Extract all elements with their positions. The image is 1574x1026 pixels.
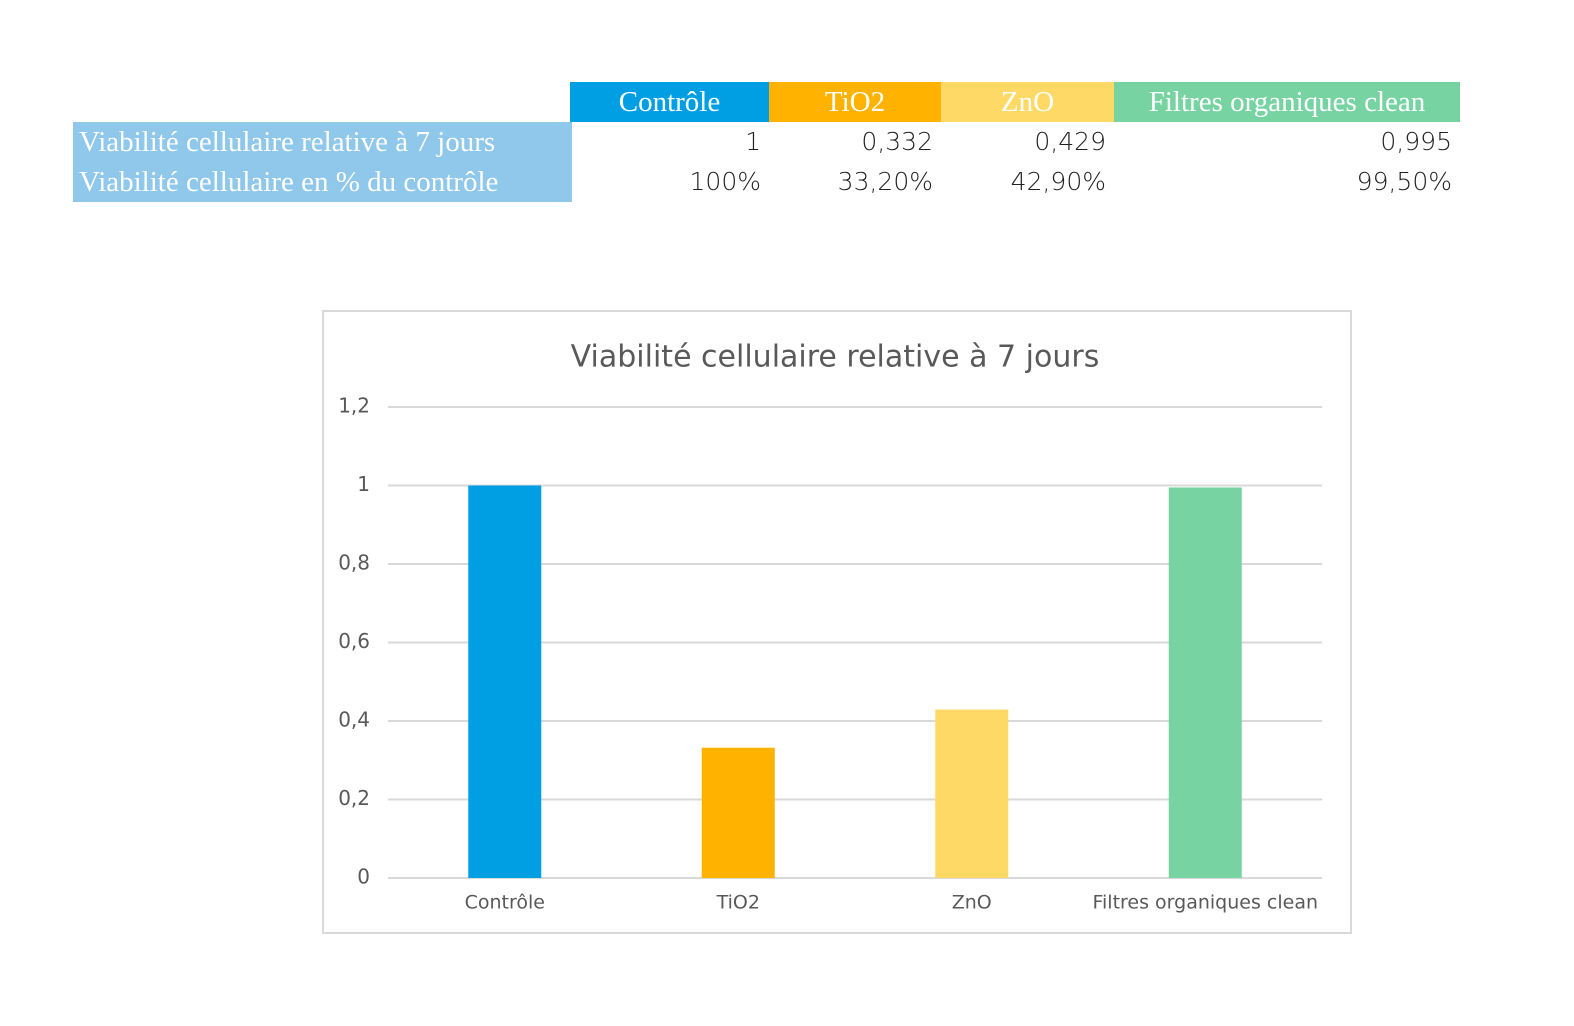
row-header: Viabilité cellulaire relative à 7 jours <box>73 122 572 162</box>
table-cell: 99,50% <box>1356 167 1452 196</box>
table-cell: 1 <box>745 127 761 156</box>
table-cell: 100% <box>689 167 761 196</box>
x-tick-label: ZnO <box>952 892 992 914</box>
row-header: Viabilité cellulaire en % du contrôle <box>73 162 572 202</box>
table-cell: 0,429 <box>1034 127 1106 156</box>
y-tick-label: 0,2 <box>338 786 370 810</box>
table-cell: 33,20% <box>837 167 933 196</box>
column-header: Filtres organiques clean <box>1114 82 1460 122</box>
column-header: TiO2 <box>769 82 941 122</box>
x-tick-label: Contrôle <box>465 892 545 914</box>
bar <box>468 485 542 878</box>
chart-title: Viabilité cellulaire relative à 7 jours <box>571 340 1100 375</box>
y-tick-label: 0,8 <box>338 551 370 575</box>
table-cell: 0,332 <box>861 127 933 156</box>
column-header: Contrôle <box>570 82 769 122</box>
column-header: ZnO <box>941 82 1114 122</box>
x-tick-label: TiO2 <box>716 892 760 914</box>
y-tick-label: 1 <box>357 472 370 496</box>
x-tick-label: Filtres organiques clean <box>1092 892 1318 914</box>
bar <box>1168 487 1242 878</box>
y-tick-label: 1,2 <box>338 394 370 418</box>
y-tick-label: 0,4 <box>338 708 370 732</box>
y-tick-label: 0 <box>357 865 370 889</box>
bar <box>935 709 1009 878</box>
table-cell: 42,90% <box>1010 167 1106 196</box>
y-tick-label: 0,6 <box>338 629 370 653</box>
table-cell: 0,995 <box>1380 127 1452 156</box>
bar <box>701 747 775 878</box>
